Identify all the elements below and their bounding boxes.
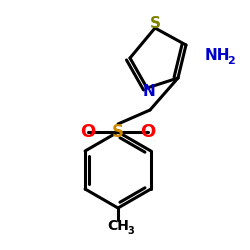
Text: CH: CH bbox=[107, 219, 129, 233]
Text: 2: 2 bbox=[227, 56, 235, 66]
Text: O: O bbox=[140, 123, 156, 141]
Text: N: N bbox=[142, 84, 156, 100]
Text: S: S bbox=[150, 16, 160, 32]
Text: O: O bbox=[80, 123, 96, 141]
Text: S: S bbox=[112, 123, 124, 141]
Text: 3: 3 bbox=[127, 226, 134, 236]
Text: NH: NH bbox=[205, 48, 231, 64]
